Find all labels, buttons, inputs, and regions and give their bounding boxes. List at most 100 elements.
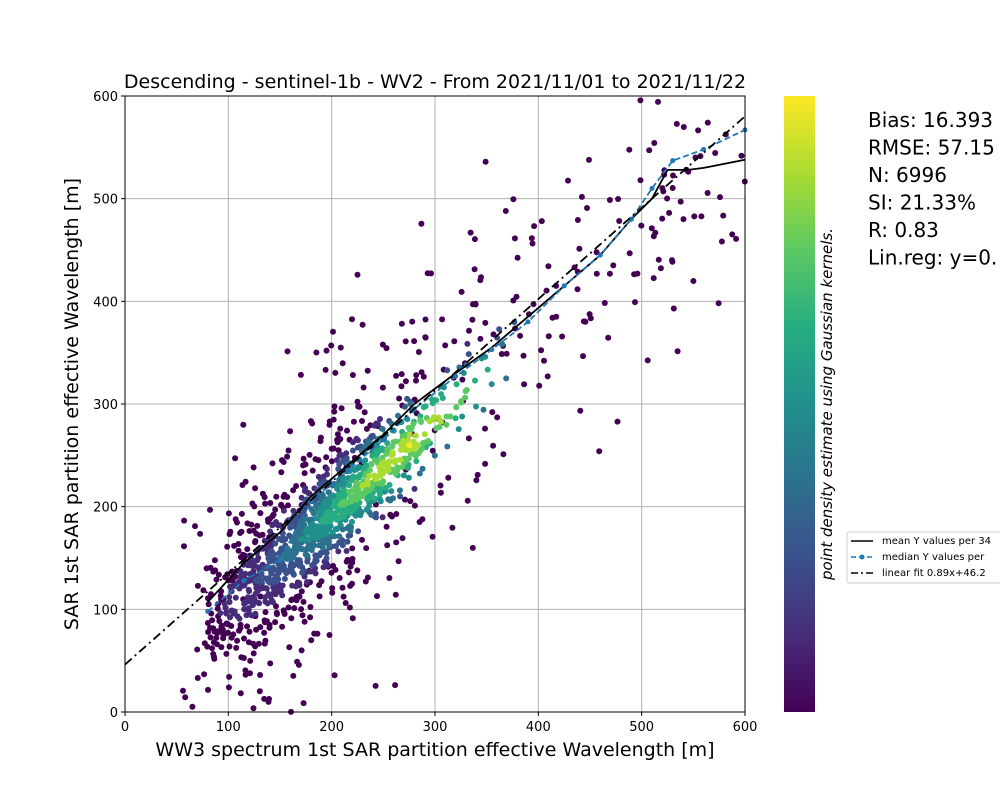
scatter-point xyxy=(297,371,304,378)
scatter-point xyxy=(261,629,268,636)
scatter-point xyxy=(226,643,233,650)
scatter-point xyxy=(498,351,505,357)
scatter-point xyxy=(482,425,488,432)
scatter-point xyxy=(634,270,641,277)
scatter-point xyxy=(395,558,402,565)
scatter-point xyxy=(477,335,484,342)
scatter-point xyxy=(440,384,447,391)
scatter-point xyxy=(593,249,600,256)
linear-fit-line xyxy=(124,115,746,666)
scatter-point xyxy=(245,605,252,612)
x-tick-label: 300 xyxy=(423,720,448,735)
scatter-point xyxy=(298,647,305,654)
scatter-point xyxy=(213,576,220,583)
scatter-point xyxy=(323,555,330,562)
scatter-point xyxy=(369,433,376,440)
scatter-point xyxy=(317,550,324,556)
scatter-point xyxy=(242,667,249,674)
scatter-point xyxy=(232,594,239,601)
scatter-point xyxy=(626,146,633,153)
scatter-point xyxy=(342,600,349,606)
scatter-point xyxy=(412,432,419,439)
scatter-point xyxy=(343,548,350,554)
scatter-point xyxy=(247,657,254,664)
scatter-point xyxy=(451,338,458,345)
scatter-point xyxy=(240,561,247,568)
scatter-point xyxy=(287,524,294,531)
scatter-point xyxy=(372,682,379,689)
median-marker xyxy=(561,283,567,289)
scatter-point xyxy=(514,254,521,261)
scatter-point xyxy=(480,406,487,413)
scatter-point xyxy=(356,403,363,410)
scatter-point xyxy=(349,518,355,525)
scatter-point xyxy=(374,420,381,427)
scatter-point xyxy=(201,640,208,647)
scatter-point xyxy=(318,578,325,585)
scatter-point xyxy=(429,533,436,540)
y-axis-ticks: 0 100 200 300 400 500 600 xyxy=(93,90,125,721)
scatter-point xyxy=(453,381,460,388)
scatter-point xyxy=(637,177,644,184)
scatter-point xyxy=(646,147,653,154)
scatter-point xyxy=(290,672,297,679)
scatter-point xyxy=(328,342,335,349)
scatter-point xyxy=(331,672,338,679)
scatter-point xyxy=(213,634,220,641)
scatter-point xyxy=(400,472,407,479)
scatter-point xyxy=(331,403,338,410)
scatter-point xyxy=(350,418,357,425)
scatter-point xyxy=(323,466,330,472)
scatter-point xyxy=(411,485,418,492)
scatter-point xyxy=(334,436,341,443)
scatter-point xyxy=(392,682,399,689)
scatter-point xyxy=(252,643,259,650)
scatter-point xyxy=(265,698,272,705)
scatter-point xyxy=(418,220,425,227)
median-marker xyxy=(525,319,531,325)
median-marker xyxy=(649,185,655,191)
scatter-point xyxy=(257,672,264,678)
scatter-point xyxy=(269,557,275,564)
scatter-point xyxy=(250,568,257,575)
scatter-point xyxy=(544,373,551,380)
scatter-point xyxy=(459,376,466,383)
scatter-point xyxy=(698,213,705,220)
stat-line: Bias: 16.393 xyxy=(868,108,993,132)
scatter-point xyxy=(281,575,288,582)
scatter-point xyxy=(217,610,224,617)
scatter-point xyxy=(227,528,234,535)
scatter-point xyxy=(704,119,711,126)
scatter-point xyxy=(372,510,379,517)
scatter-point xyxy=(371,472,378,479)
scatter-point xyxy=(349,559,356,566)
scatter-point xyxy=(673,120,680,127)
scatter-point xyxy=(345,532,352,539)
scatter-point xyxy=(394,464,401,471)
scatter-point xyxy=(201,671,208,678)
scatter-point xyxy=(225,684,232,691)
scatter-point xyxy=(401,403,408,410)
stat-line: N: 6996 xyxy=(868,163,947,187)
scatter-point xyxy=(223,620,230,627)
scatter-point xyxy=(349,580,355,587)
y-tick-label: 100 xyxy=(93,603,118,618)
scatter-point xyxy=(638,222,645,229)
scatter-point xyxy=(241,635,247,642)
scatter-point xyxy=(738,152,745,159)
scatter-point xyxy=(593,270,600,277)
scatter-point xyxy=(606,270,613,277)
scatter-point xyxy=(669,258,676,265)
scatter-point xyxy=(500,451,507,458)
scatter-point xyxy=(335,548,342,555)
scatter-point xyxy=(325,512,332,519)
scatter-point xyxy=(252,485,259,492)
scatter-point xyxy=(363,425,370,432)
scatter-point xyxy=(361,409,368,416)
scatter-point xyxy=(385,496,392,503)
scatter-point xyxy=(384,542,391,549)
stat-line: Lin.reg: y=0. xyxy=(868,246,997,270)
scatter-point xyxy=(339,360,346,367)
scatter-point xyxy=(301,618,308,625)
scatter-point xyxy=(433,425,440,432)
